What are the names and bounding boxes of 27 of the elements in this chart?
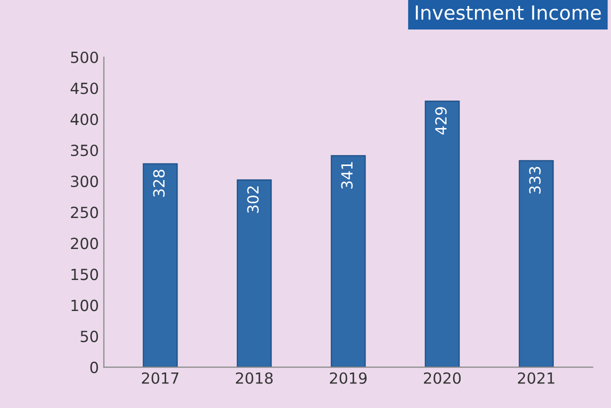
y-tick-label: 0 [90, 362, 98, 374]
bar [142, 163, 178, 368]
y-tick-label: 300 [71, 176, 98, 188]
y-tick-label: 200 [70, 238, 98, 250]
y-tick-label: 450 [70, 82, 98, 94]
data-label: 302 [247, 186, 259, 213]
y-tick-label: 250 [70, 206, 98, 218]
y-tick-label: 350 [71, 144, 98, 156]
x-tick-label: 2019 [330, 372, 367, 384]
data-label: 429 [435, 107, 447, 135]
bar [236, 179, 272, 368]
y-tick-label: 500 [71, 52, 98, 64]
bar [330, 155, 366, 368]
x-tick-label: 2017 [142, 372, 178, 384]
y-tick-label: 100 [72, 300, 98, 312]
data-label: 333 [529, 166, 541, 194]
y-tick-label: 150 [72, 268, 98, 280]
y-tick-label: 50 [80, 330, 98, 342]
data-label: 341 [341, 162, 353, 189]
data-label: 328 [153, 170, 165, 197]
chart-title: Investment Income [416, 5, 601, 20]
x-tick-label: 2018 [236, 372, 273, 384]
y-tick-label: 400 [70, 114, 98, 126]
bar [518, 160, 554, 368]
x-tick-label: 2021 [518, 372, 554, 384]
x-tick-label: 2020 [424, 372, 461, 384]
bar [424, 100, 460, 368]
